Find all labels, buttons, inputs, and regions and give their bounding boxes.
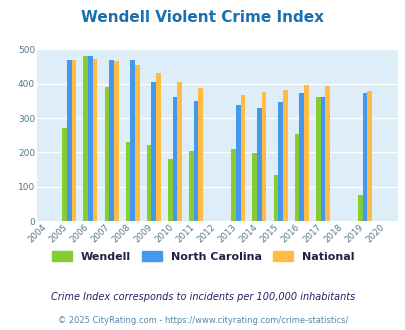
Bar [67,60,71,221]
Bar [240,95,245,221]
Bar [362,93,367,221]
Bar [273,176,277,221]
Text: Crime Index corresponds to incidents per 100,000 inhabitants: Crime Index corresponds to incidents per… [51,292,354,302]
Bar [168,159,172,221]
Bar [151,82,156,221]
Bar [324,86,329,221]
Bar [277,102,282,221]
Bar [282,90,287,221]
Bar [113,61,118,221]
Bar [357,195,362,221]
Bar [193,101,198,221]
Bar [71,60,76,221]
Legend: Wendell, North Carolina, National: Wendell, North Carolina, National [47,247,358,267]
Bar [189,151,193,221]
Bar [104,87,109,221]
Bar [252,153,256,221]
Bar [303,85,308,221]
Text: Wendell Violent Crime Index: Wendell Violent Crime Index [81,10,324,25]
Bar [156,73,160,221]
Bar [172,96,177,221]
Bar [367,91,371,221]
Bar [320,96,324,221]
Bar [315,96,320,221]
Bar [135,65,139,221]
Bar [126,142,130,221]
Bar [235,105,240,221]
Bar [62,128,67,221]
Bar [231,149,235,221]
Text: © 2025 CityRating.com - https://www.cityrating.com/crime-statistics/: © 2025 CityRating.com - https://www.city… [58,316,347,325]
Bar [256,108,261,221]
Bar [109,60,113,221]
Bar [298,93,303,221]
Bar [198,88,202,221]
Bar [147,145,151,221]
Bar [88,56,92,221]
Bar [294,134,298,221]
Bar [83,56,88,221]
Bar [261,92,266,221]
Bar [92,59,97,221]
Bar [177,82,181,221]
Bar [130,60,135,221]
